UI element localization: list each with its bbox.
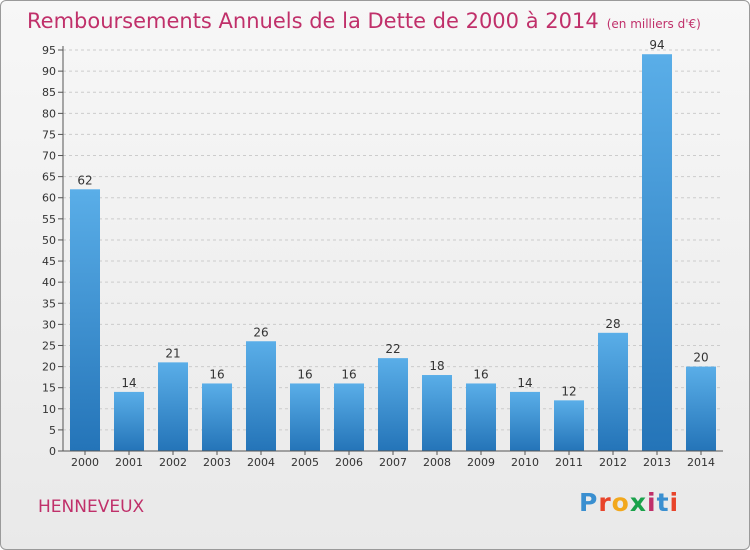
y-tick-label: 40 (42, 276, 56, 289)
data-label-2001: 14 (121, 376, 136, 390)
x-tick-label-2008: 2008 (423, 456, 451, 469)
data-label-2011: 12 (561, 384, 576, 398)
data-label-2006: 16 (341, 367, 356, 381)
data-label-2002: 21 (165, 346, 180, 360)
x-tick-label-2010: 2010 (511, 456, 539, 469)
x-tick-label-2001: 2001 (115, 456, 143, 469)
chart-subtitle: (en milliers d'€) (606, 17, 701, 31)
data-label-2004: 26 (253, 325, 268, 339)
logo-letter: t (656, 488, 670, 517)
y-tick-label: 5 (49, 424, 56, 437)
y-tick-label: 0 (49, 445, 56, 458)
chart-title: Remboursements Annuels de la Dette de 20… (27, 9, 701, 33)
data-label-2012: 28 (605, 317, 620, 331)
bar-2008 (422, 375, 452, 451)
x-tick-label-2009: 2009 (467, 456, 495, 469)
logo-letter: x (629, 488, 647, 517)
y-tick-label: 75 (42, 128, 56, 141)
x-tick-label-2014: 2014 (687, 456, 715, 469)
bar-2001 (114, 391, 144, 451)
data-label-2008: 18 (429, 359, 444, 373)
x-tick-label-2003: 2003 (203, 456, 231, 469)
logo-letter: r (598, 488, 612, 517)
x-tick-label-2011: 2011 (555, 456, 583, 469)
bar-2005 (290, 383, 320, 451)
y-tick-label: 35 (42, 297, 56, 310)
y-tick-label: 45 (42, 255, 56, 268)
x-tick-label-2000: 2000 (71, 456, 99, 469)
y-tick-label: 15 (42, 382, 56, 395)
y-tick-label: 55 (42, 213, 56, 226)
data-label-2000: 62 (77, 173, 92, 187)
y-tick-label: 25 (42, 339, 56, 352)
y-tick-label: 30 (42, 318, 56, 331)
bar-2011 (554, 400, 584, 451)
x-tick-label-2005: 2005 (291, 456, 319, 469)
bar-2014 (686, 366, 716, 451)
y-tick-label: 10 (42, 403, 56, 416)
data-label-2007: 22 (385, 342, 400, 356)
bar-2006 (334, 383, 364, 451)
data-label-2013: 94 (649, 38, 664, 52)
bar-2007 (378, 358, 408, 451)
x-tick-label-2013: 2013 (643, 456, 671, 469)
bar-2003 (202, 383, 232, 451)
y-tick-label: 20 (42, 361, 56, 374)
commune-name: HENNEVEUX (38, 497, 145, 517)
bar-2000 (70, 189, 100, 451)
data-label-2003: 16 (209, 367, 224, 381)
data-label-2010: 14 (517, 376, 532, 390)
logo-letter: P (579, 488, 599, 517)
data-label-2005: 16 (297, 367, 312, 381)
y-tick-label: 95 (42, 44, 56, 57)
x-tick-label-2002: 2002 (159, 456, 187, 469)
bar-2013 (642, 54, 672, 451)
x-tick-label-2006: 2006 (335, 456, 363, 469)
logo-letter: i (669, 488, 680, 517)
bar-2004 (246, 341, 276, 451)
y-tick-label: 85 (42, 86, 56, 99)
bar-2010 (510, 391, 540, 451)
logo-letter: o (611, 488, 630, 517)
y-tick-label: 60 (42, 192, 56, 205)
bar-2002 (158, 362, 188, 451)
data-label-2014: 20 (693, 351, 708, 365)
y-axis: 0 5 10 15 20 25 30 35 40 45 50 55 60 65 70 75 80 85 90 95 (42, 44, 64, 458)
bar-2012 (598, 332, 628, 451)
y-tick-label: 80 (42, 107, 56, 120)
x-tick-label-2004: 2004 (247, 456, 275, 469)
logo-letter: i (647, 488, 657, 517)
x-tick-label-2007: 2007 (379, 456, 407, 469)
y-tick-label: 70 (42, 150, 56, 163)
x-tick-label-2012: 2012 (599, 456, 627, 469)
y-tick-label: 90 (42, 65, 56, 78)
data-label-2009: 16 (473, 367, 488, 381)
chart-title-text: Remboursements Annuels de la Dette de 20… (27, 9, 599, 33)
y-tick-label: 65 (42, 171, 56, 184)
proxiti-logo: Proxiti (579, 488, 679, 517)
x-axis: 2000 2001 2002 2003 2004 2005 2006 2007 2008 2009… (63, 450, 723, 469)
bar-2009 (466, 383, 496, 451)
y-tick-label: 50 (42, 234, 56, 247)
bars: 62 14 21 16 26 16 16 22 18 16 14 12 28 94 20 (70, 38, 716, 451)
